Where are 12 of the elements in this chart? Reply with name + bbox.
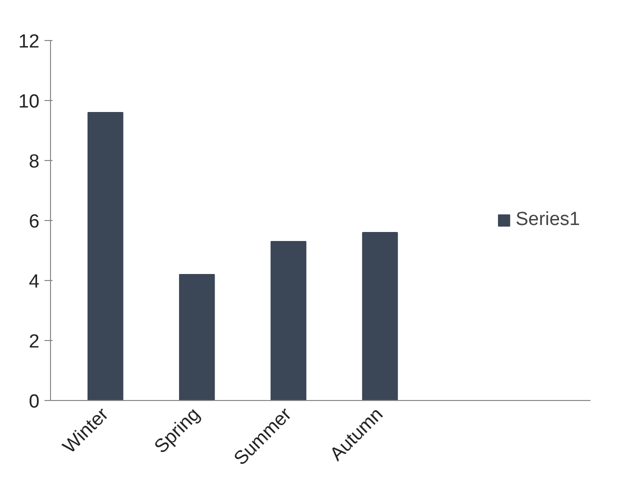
bar bbox=[88, 112, 124, 400]
y-tick-label: 4 bbox=[28, 272, 40, 292]
y-tick-label: 0 bbox=[28, 392, 40, 412]
y-tick-label: 2 bbox=[28, 332, 40, 352]
bar bbox=[362, 232, 398, 400]
bar bbox=[179, 274, 215, 400]
y-tick-label: 8 bbox=[28, 152, 40, 172]
y-tick-label: 10 bbox=[18, 92, 40, 112]
y-tick-label: 12 bbox=[18, 32, 40, 52]
y-tick-label: 6 bbox=[28, 212, 40, 232]
bar bbox=[270, 241, 306, 400]
legend-label: Series1 bbox=[516, 209, 580, 231]
